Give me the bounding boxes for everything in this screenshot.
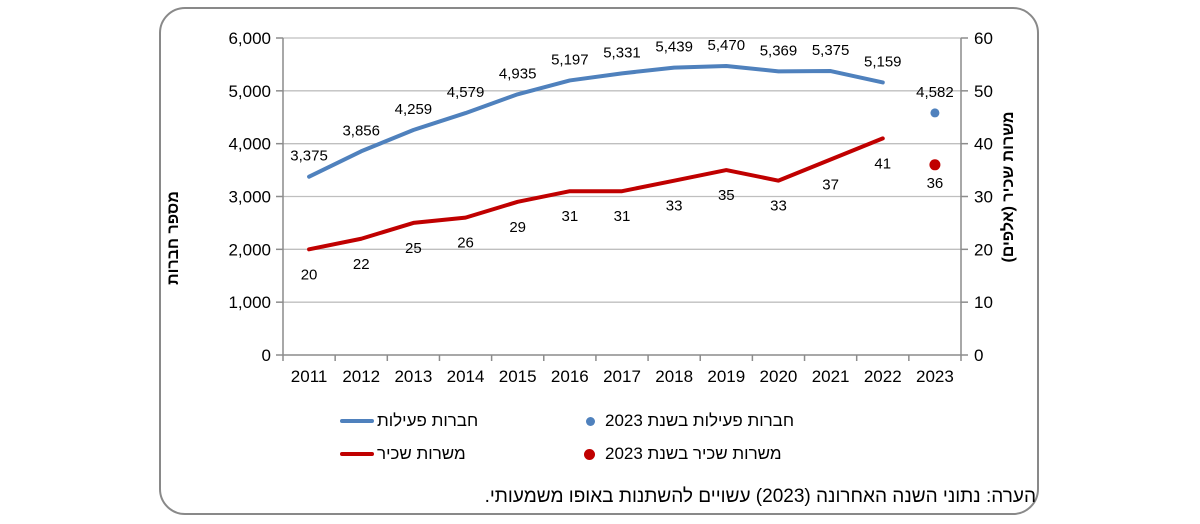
right-tick-label: 10	[974, 293, 993, 312]
legend-line-swatch-red-icon	[340, 452, 374, 456]
data-label: 25	[405, 240, 422, 257]
data-label: 37	[822, 177, 839, 194]
year-label: 2013	[394, 367, 432, 386]
legend-line-swatch-blue-icon	[340, 419, 374, 423]
data-label: 33	[666, 198, 683, 215]
data-label: 29	[509, 219, 526, 236]
left-tick-label: 5,000	[228, 82, 271, 101]
data-label: 22	[353, 256, 370, 273]
data-label: 41	[874, 155, 891, 172]
legend-label: חברות פעילות	[377, 411, 479, 430]
data-label: 3,375	[290, 148, 328, 165]
data-label: 4,935	[499, 65, 537, 82]
right-tick-label: 50	[974, 82, 993, 101]
data-label: 35	[718, 187, 735, 204]
data-label: 4,579	[447, 84, 485, 101]
gridlines	[283, 37, 961, 303]
legend-label: משרות שכיר	[377, 444, 466, 463]
year-label: 2019	[707, 367, 745, 386]
legend-item-active-companies: חברות פעילות	[340, 410, 478, 432]
left-tick-label: 4,000	[228, 135, 271, 154]
legend-dot-swatch-red-icon	[584, 448, 595, 460]
year-label: 2015	[499, 367, 537, 386]
year-label: 2023	[916, 367, 954, 386]
right-axis-tick-labels: 0 10 20 30 40 50 60	[974, 29, 993, 365]
data-label: 33	[770, 198, 787, 215]
data-label: 5,331	[603, 44, 641, 61]
data-label: 5,369	[760, 42, 798, 59]
right-tick-label: 0	[974, 346, 983, 365]
left-tick-label: 6,000	[228, 29, 271, 48]
right-axis-title: משרות שכיר (אלפים)	[999, 111, 1017, 262]
data-label: 5,470	[708, 37, 746, 54]
series-line	[307, 64, 885, 179]
year-label: 2012	[342, 367, 380, 386]
year-label: 2014	[447, 367, 485, 386]
right-tick-label: 20	[974, 240, 993, 259]
data-label: 4,582	[916, 84, 954, 101]
right-tick-label: 60	[974, 29, 993, 48]
legend-label: חברות פעילות בשנת 2023	[605, 411, 795, 430]
data-label: 5,439	[655, 39, 693, 56]
series-lines	[307, 64, 885, 252]
data-label: 26	[457, 235, 474, 252]
point-2023	[929, 159, 941, 171]
left-tick-label: 1,000	[228, 293, 271, 312]
data-label: 5,159	[864, 53, 902, 70]
left-axis-tick-labels: 0 1,000 2,000 3,000 4,000 5,000 6,000	[228, 29, 271, 365]
year-label: 2018	[655, 367, 693, 386]
left-tick-label: 3,000	[228, 188, 271, 207]
x-axis-tick-labels: 2011 2012 2013 2014 2015 2016 2017 2018 2019 2020…	[291, 367, 954, 386]
left-tick-label: 2,000	[228, 240, 271, 259]
data-label: 5,197	[551, 51, 589, 68]
data-label: 20	[301, 266, 318, 283]
legend-item-salaried-jobs: משרות שכיר	[340, 443, 466, 465]
legend-item-active-companies-2023: חברות פעילות בשנת 2023	[584, 410, 794, 432]
data-label: 4,259	[395, 101, 433, 118]
left-axis-title: מספר חברות	[165, 191, 182, 285]
point-2023	[930, 108, 940, 118]
legend-dot-swatch-blue-icon	[586, 416, 595, 426]
data-label: 36	[927, 175, 944, 192]
legend-label: משרות שכיר בשנת 2023	[605, 444, 782, 463]
data-label: 31	[614, 208, 631, 225]
points-2023	[929, 108, 941, 171]
footnote: הערה: נתוני השנה האחרונה (2023) עשויים ל…	[484, 486, 1036, 507]
year-label: 2011	[291, 367, 328, 386]
left-tick-label: 0	[262, 346, 271, 365]
figure-border	[159, 7, 1039, 515]
legend-item-salaried-jobs-2023: משרות שכיר בשנת 2023	[584, 443, 782, 465]
data-labels: 3,375 3,856 4,259 4,579 4,935 5,197 5,331 5,439…	[290, 37, 953, 283]
data-label: 5,375	[812, 42, 850, 59]
axes	[276, 37, 968, 361]
year-label: 2016	[551, 367, 589, 386]
year-label: 2021	[812, 367, 850, 386]
data-label: 31	[562, 208, 579, 225]
year-label: 2017	[603, 367, 641, 386]
series-line	[307, 136, 885, 252]
data-label: 3,856	[342, 122, 380, 139]
year-label: 2020	[760, 367, 798, 386]
year-label: 2022	[864, 367, 902, 386]
right-tick-label: 40	[974, 135, 993, 154]
right-tick-label: 30	[974, 188, 993, 207]
